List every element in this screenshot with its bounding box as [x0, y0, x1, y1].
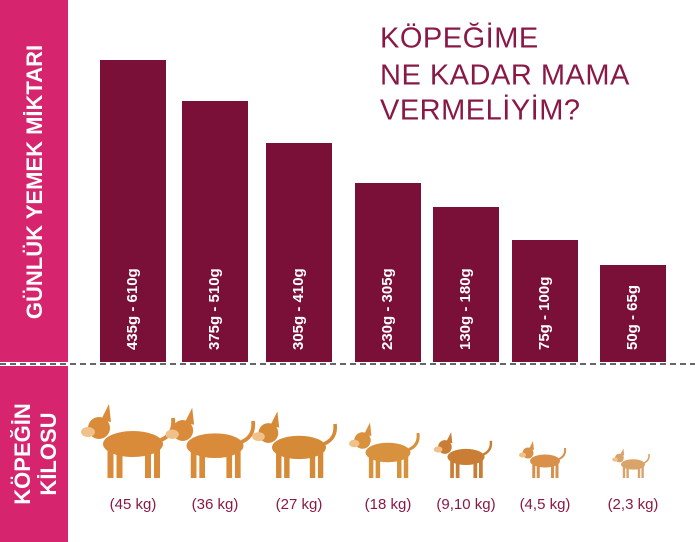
amount-label: 50g - 65g [624, 285, 641, 350]
amount-axis-label: GÜNLÜK YEMEK MİKTARI [22, 45, 47, 319]
amount-label: 75g - 100g [536, 277, 553, 350]
bar [512, 240, 578, 362]
dog-leg [455, 456, 460, 478]
dog-leg [234, 445, 241, 478]
dog-leg [107, 444, 114, 478]
weight-axis-label: KÖPEĞİN [10, 403, 35, 504]
dog-ear [529, 441, 534, 450]
side-band-top [0, 0, 68, 362]
bar [182, 101, 248, 362]
dog-leg [154, 444, 160, 478]
dog-leg [551, 461, 554, 478]
dog-leg [622, 464, 626, 478]
dog-leg [284, 447, 290, 478]
dog-leg [368, 452, 374, 478]
dog-snout [252, 432, 265, 442]
dog-tail [643, 453, 650, 464]
dog-tail [323, 423, 338, 446]
weight-label: (45 kg) [110, 496, 157, 513]
weight-label: (2,3 kg) [608, 496, 659, 513]
dog-leg [450, 456, 454, 478]
dog-leg [473, 456, 478, 478]
dog-leg [375, 452, 381, 478]
dog-ear [364, 422, 372, 436]
dog-leg [145, 444, 151, 478]
dog-tail [558, 447, 567, 460]
amount-label: 305g - 410g [290, 268, 307, 350]
bar [100, 60, 166, 362]
title-line: NE KADAR MAMA [380, 60, 630, 92]
dog-snout [349, 439, 360, 448]
amount-label: 230g - 305g [379, 268, 396, 350]
dog-leg [555, 461, 559, 478]
bar [355, 183, 421, 362]
dog-leg [397, 452, 402, 478]
dog-leg [626, 464, 629, 478]
weight-label: (36 kg) [192, 496, 239, 513]
dog-leg [641, 464, 644, 478]
dog-tail [240, 420, 256, 444]
amount-label: 435g - 610g [124, 268, 141, 350]
dog-ear [184, 407, 195, 425]
title-line: KÖPEĞİME [380, 22, 539, 55]
dog-snout [519, 452, 526, 458]
title-line: VERMELİYİM? [380, 94, 581, 127]
dog-leg [317, 447, 324, 478]
dog-leg [116, 444, 123, 478]
dog-leg [536, 461, 540, 478]
side-band-bottom [0, 366, 68, 542]
dog-leg [226, 445, 233, 478]
dog-leg [199, 445, 206, 478]
weight-label: (9,10 kg) [436, 496, 495, 513]
dog-leg [637, 464, 641, 478]
amount-label: 375g - 510g [206, 268, 223, 350]
dog-leg [276, 447, 282, 478]
dog-leg [479, 456, 483, 478]
bar [433, 207, 499, 362]
dog-tail [408, 432, 420, 451]
dog-snout [81, 427, 95, 437]
weight-label: (18 kg) [365, 496, 412, 513]
dog-snout [165, 429, 179, 440]
amount-label: 130g - 180g [457, 268, 474, 350]
dog-ear [101, 404, 111, 422]
weight-label: (4,5 kg) [520, 496, 571, 513]
bar [266, 143, 332, 362]
dog-leg [309, 447, 316, 478]
dog-leg [532, 461, 536, 478]
dog-snout [612, 457, 618, 462]
bar [600, 265, 666, 362]
dog-tail [482, 440, 493, 456]
dog-leg [403, 452, 409, 478]
dog-ear [620, 448, 625, 456]
dog-leg [190, 445, 197, 478]
weight-axis-label: KİLOSU [36, 412, 61, 495]
weight-label: (27 kg) [276, 496, 323, 513]
dog-ear [270, 411, 280, 428]
dog-ear [446, 432, 453, 444]
dog-snout [433, 446, 443, 453]
